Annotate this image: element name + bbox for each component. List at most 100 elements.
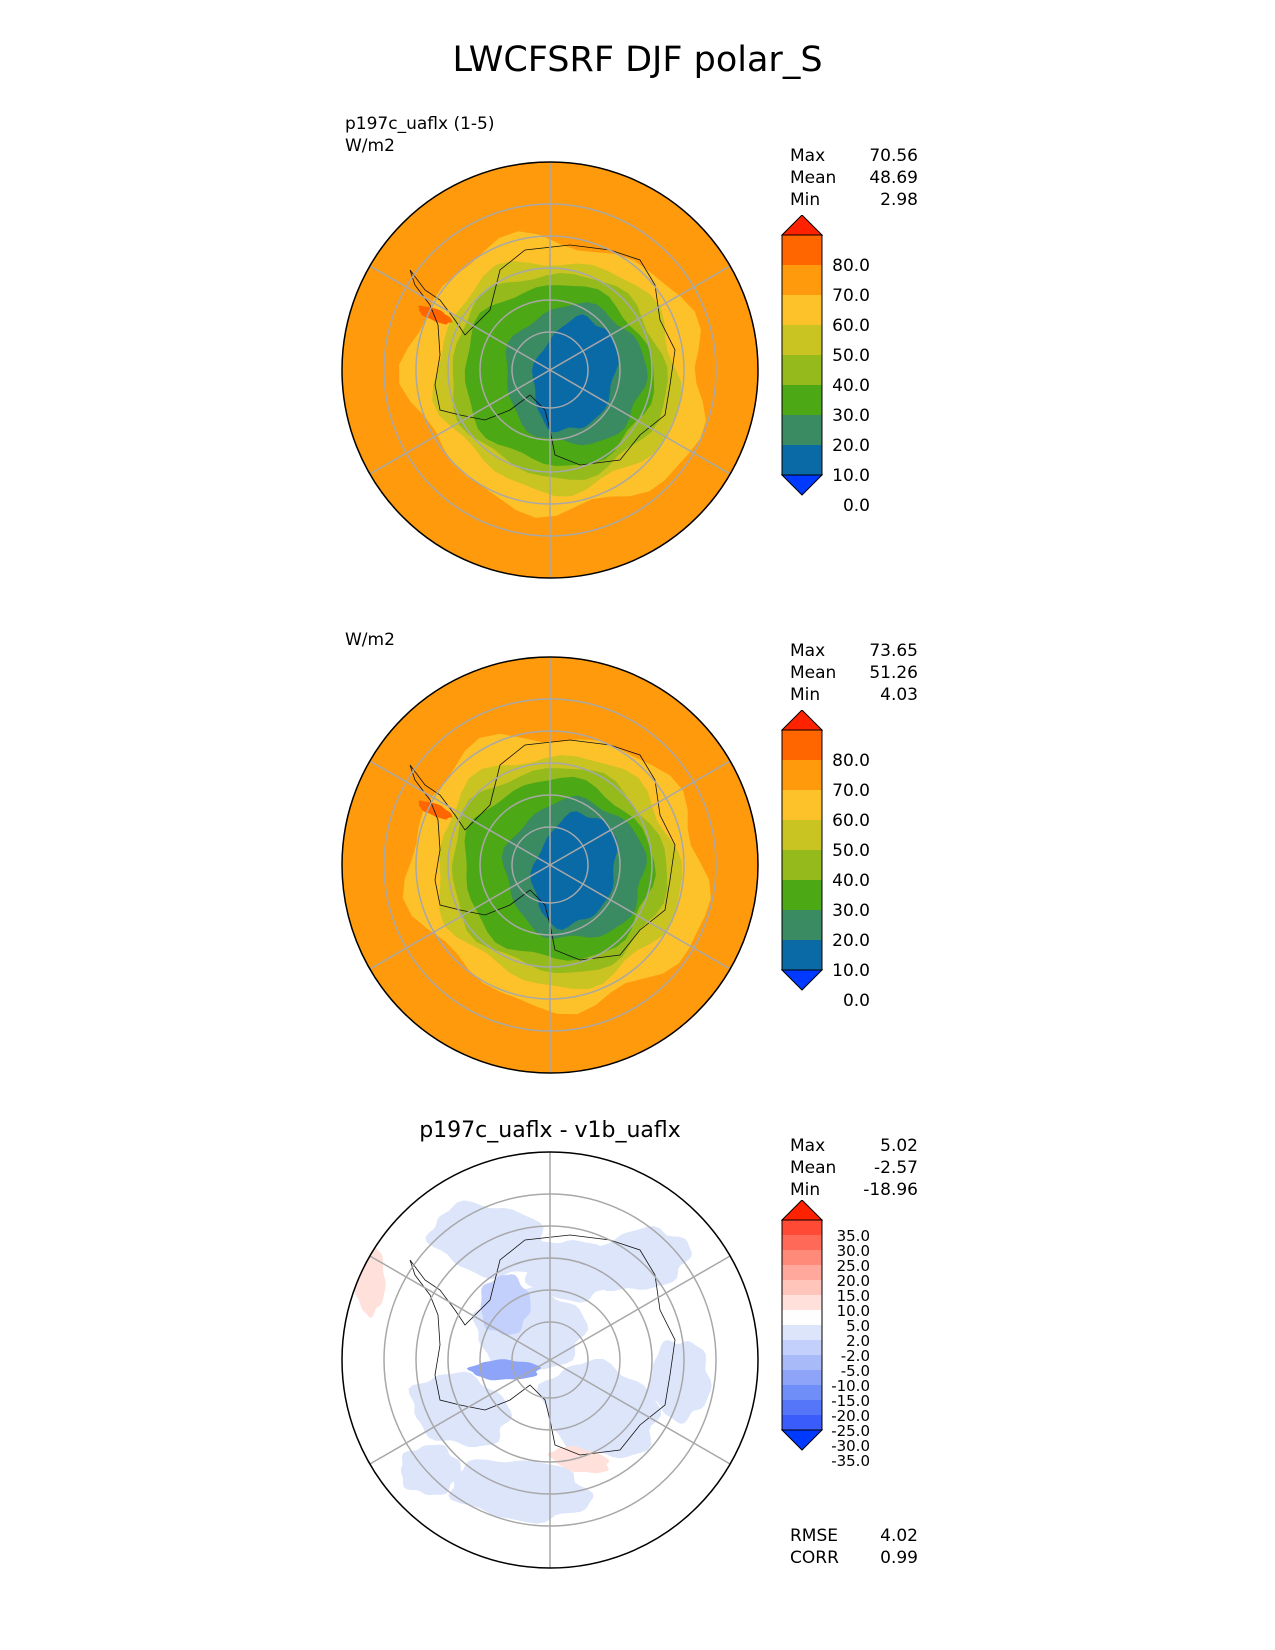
panel-2-units: W/m2	[345, 630, 395, 650]
stat-label: Mean	[790, 663, 837, 683]
stat-value: -2.57	[874, 1158, 918, 1178]
colorbar-tick-label: 40.0	[832, 376, 870, 396]
stat-value: 4.03	[880, 685, 918, 705]
stat-value: 2.98	[880, 190, 918, 210]
field-contour-band	[425, 1200, 552, 1280]
coastline	[409, 1234, 676, 1456]
colorbar-tick-label: 10.0	[832, 961, 870, 981]
colorbar-segment	[782, 1265, 822, 1281]
colorbar-segment	[782, 1220, 822, 1236]
colorbar-outline	[781, 234, 823, 476]
stat-value: 0.99	[880, 1548, 918, 1568]
colorbar-extend-min	[780, 969, 824, 991]
colorbar-outline	[781, 729, 823, 971]
colorbar-tick-label: 30.0	[832, 406, 870, 426]
colorbar-segment	[782, 295, 822, 326]
panel-3-title: p197c_uaflx - v1b_uaflx	[419, 1118, 681, 1143]
panel-3-error-stats: RMSE 4.02 CORR 0.99	[790, 1525, 918, 1569]
stat-value: 5.02	[880, 1136, 918, 1156]
colorbar-tick-label: 40.0	[832, 871, 870, 891]
colorbar-segment	[782, 265, 822, 296]
colorbar-segment	[782, 1235, 822, 1251]
meridian-gridline	[549, 1255, 731, 1361]
map-field	[342, 162, 758, 578]
field-contour-band	[418, 800, 453, 820]
colorbar-tick-label: 5.0	[846, 1317, 870, 1335]
colorbar-outline	[781, 1219, 823, 1431]
colorbar-tick-label: -30.0	[831, 1437, 870, 1455]
colorbar-tick-label: 10.0	[837, 1302, 870, 1320]
colorbar-segment	[782, 1340, 822, 1356]
colorbar-tick-label: 25.0	[837, 1257, 870, 1275]
colorbar-segment	[782, 1370, 822, 1386]
colorbar-tick-label: 30.0	[837, 1242, 870, 1260]
stat-value: 48.69	[869, 168, 918, 188]
stat-value: 4.02	[880, 1526, 918, 1546]
panel-1-colorbar: 80.0 70.0 60.0 50.0 40.0 30.0 20.0 10.0 0.0	[780, 215, 870, 515]
colorbar-segment	[782, 760, 822, 791]
colorbar-segment	[782, 790, 822, 821]
colorbar-extend-max	[780, 1200, 824, 1221]
stat-label: Max	[790, 641, 826, 661]
meridian-gridline	[369, 1359, 551, 1465]
map-field	[342, 1152, 758, 1568]
colorbar-tick-label: 0.0	[843, 991, 870, 1010]
panel-3-stats: Max 5.02 Mean -2.57 Min -18.96	[790, 1135, 918, 1201]
colorbar-tick-label: -5.0	[841, 1362, 870, 1380]
colorbar-segment	[782, 355, 822, 386]
colorbar-tick-label: 0.0	[843, 496, 870, 515]
colorbar-tick-label: 70.0	[832, 781, 870, 801]
stat-label: Mean	[790, 168, 837, 188]
coastline	[409, 739, 676, 961]
stat-label: Mean	[790, 1158, 837, 1178]
colorbar-segment	[782, 880, 822, 911]
colorbar-segment	[782, 325, 822, 356]
panel-1-polar-map	[341, 161, 759, 579]
colorbar-segment	[782, 1310, 822, 1326]
colorbar-segment	[782, 1385, 822, 1401]
colorbar-tick-label: 60.0	[832, 316, 870, 336]
colorbar-segment	[782, 940, 822, 971]
stat-label: Min	[790, 190, 821, 210]
colorbar-segment	[782, 415, 822, 446]
meridian-gridline	[369, 864, 551, 970]
field-contour-band	[536, 1358, 661, 1459]
panel-2-stats: Max 73.65 Mean 51.26 Min 4.03	[790, 640, 918, 706]
stat-value: 70.56	[869, 146, 918, 166]
meridian-gridline	[549, 760, 731, 866]
colorbar-tick-label: -2.0	[841, 1347, 870, 1365]
colorbar-segment	[782, 235, 822, 266]
colorbar-extend-max	[780, 710, 824, 731]
colorbar-tick-label: -10.0	[831, 1377, 870, 1395]
colorbar-tick-label: 30.0	[832, 901, 870, 921]
meridian-gridline	[549, 265, 731, 371]
panel-1-stats: Max 70.56 Mean 48.69 Min 2.98	[790, 145, 918, 211]
meridian-gridline	[549, 369, 731, 475]
colorbar-tick-label: 50.0	[832, 841, 870, 861]
panel-3-colorbar: 35.030.025.020.015.010.05.02.0-2.0-5.0-1…	[780, 1200, 870, 1470]
colorbar-segment	[782, 1295, 822, 1311]
stat-label: CORR	[790, 1548, 839, 1568]
colorbar-tick-label: 70.0	[832, 286, 870, 306]
field-contour-band	[532, 314, 619, 433]
meridian-gridline	[369, 760, 551, 866]
colorbar-tick-label: 2.0	[846, 1332, 870, 1350]
panel-2-colorbar: 80.0 70.0 60.0 50.0 40.0 30.0 20.0 10.0 0.0	[780, 710, 870, 1010]
colorbar-segment	[782, 1415, 822, 1431]
map-boundary	[341, 656, 759, 1074]
colorbar-segment	[782, 445, 822, 476]
colorbar-tick-label: -25.0	[831, 1422, 870, 1440]
colorbar-tick-label: 60.0	[832, 811, 870, 831]
colorbar-tick-label: 20.0	[832, 436, 870, 456]
colorbar-segment	[782, 1400, 822, 1416]
colorbar-segment	[782, 1280, 822, 1296]
colorbar-tick-label: 80.0	[832, 256, 870, 276]
field-contour-band	[647, 1339, 712, 1424]
figure-title: LWCFSRF DJF polar_S	[452, 40, 823, 80]
stat-label: Min	[790, 685, 821, 705]
map-boundary	[341, 161, 759, 579]
colorbar-tick-label: 10.0	[832, 466, 870, 486]
colorbar-tick-label: -15.0	[831, 1392, 870, 1410]
colorbar-tick-label: 20.0	[837, 1272, 870, 1290]
colorbar-tick-label: 15.0	[837, 1287, 870, 1305]
